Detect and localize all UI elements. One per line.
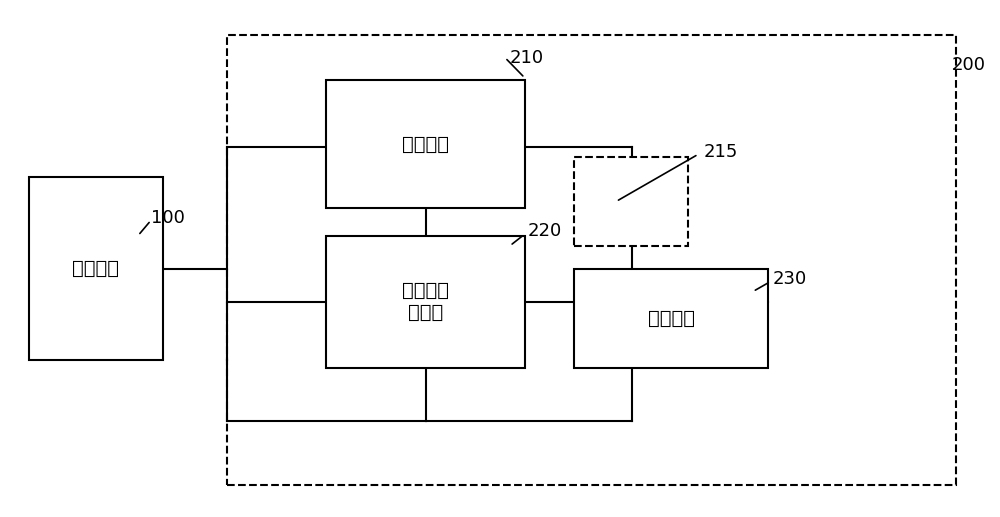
Bar bbox=[574, 157, 688, 246]
Text: 215: 215 bbox=[703, 143, 738, 161]
Bar bbox=[326, 81, 525, 208]
Text: 扰动负载: 扰动负载 bbox=[648, 309, 695, 328]
Text: 220: 220 bbox=[528, 221, 562, 239]
Text: 被测设备: 被测设备 bbox=[72, 259, 119, 278]
Text: 230: 230 bbox=[773, 270, 807, 288]
Text: 控制系统: 控制系统 bbox=[402, 134, 449, 154]
Bar bbox=[227, 35, 956, 485]
Bar bbox=[326, 236, 525, 368]
Bar bbox=[574, 269, 768, 368]
Bar bbox=[29, 177, 163, 360]
Text: 210: 210 bbox=[510, 49, 544, 67]
Text: 100: 100 bbox=[151, 209, 185, 227]
Text: 回馈式电
子负载: 回馈式电 子负载 bbox=[402, 281, 449, 322]
Text: 200: 200 bbox=[951, 56, 985, 74]
